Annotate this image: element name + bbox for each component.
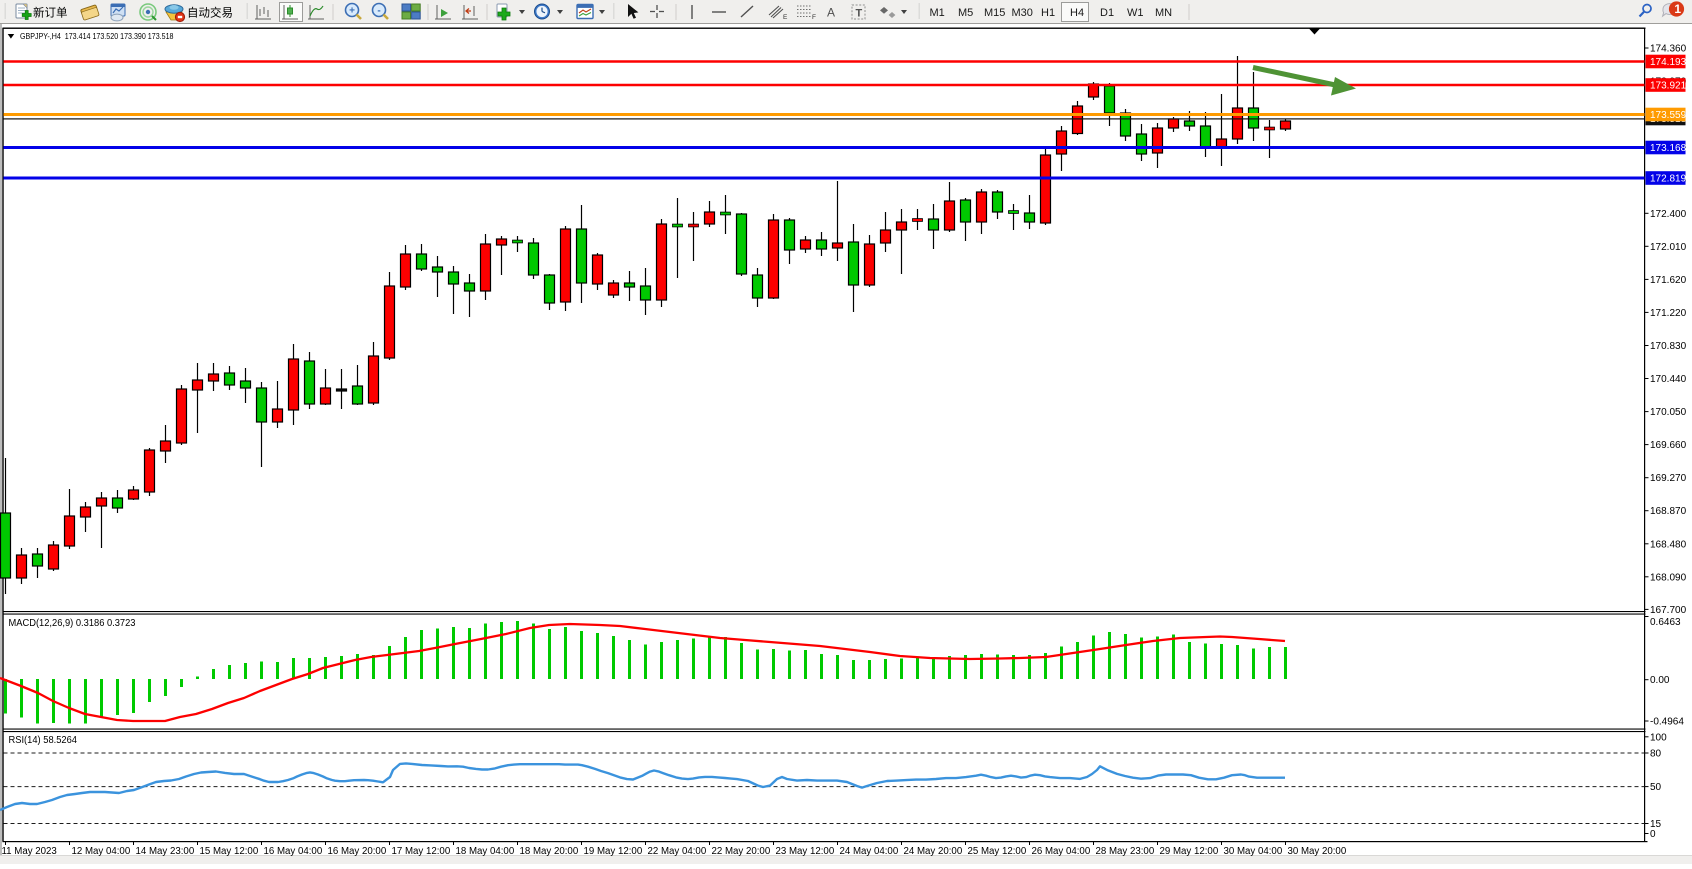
- svg-text:23 May 12:00: 23 May 12:00: [776, 846, 835, 857]
- svg-text:0.00: 0.00: [1650, 675, 1670, 686]
- svg-text:22 May 20:00: 22 May 20:00: [712, 846, 771, 857]
- svg-text:W1: W1: [1127, 7, 1144, 19]
- svg-text:H1: H1: [1041, 7, 1055, 19]
- svg-text:168.480: 168.480: [1650, 539, 1687, 550]
- svg-text:H4: H4: [1070, 7, 1084, 19]
- svg-text:M15: M15: [984, 7, 1005, 19]
- svg-text:T: T: [856, 8, 863, 20]
- svg-text:22 May 04:00: 22 May 04:00: [648, 846, 707, 857]
- svg-text:0.6463: 0.6463: [1650, 617, 1681, 628]
- svg-text:MACD(12,26,9) 0.3186 0.3723: MACD(12,26,9) 0.3186 0.3723: [9, 618, 136, 629]
- svg-text:19 May 12:00: 19 May 12:00: [584, 846, 643, 857]
- svg-text:D1: D1: [1100, 7, 1114, 19]
- svg-text:174.360: 174.360: [1650, 44, 1687, 55]
- svg-text:11 May 2023: 11 May 2023: [2, 846, 57, 857]
- svg-text:173.559: 173.559: [1650, 110, 1687, 121]
- svg-text:18 May 04:00: 18 May 04:00: [456, 846, 515, 857]
- svg-text:M5: M5: [958, 7, 973, 19]
- svg-text:MN: MN: [1155, 7, 1172, 19]
- svg-text:15 May 12:00: 15 May 12:00: [200, 846, 259, 857]
- svg-text:RSI(14) 58.5264: RSI(14) 58.5264: [9, 735, 78, 746]
- svg-text:170.830: 170.830: [1650, 341, 1687, 352]
- svg-text:174.193: 174.193: [1650, 57, 1687, 68]
- svg-text:24 May 20:00: 24 May 20:00: [904, 846, 963, 857]
- svg-text:0: 0: [1650, 829, 1656, 840]
- svg-text:167.700: 167.700: [1650, 605, 1687, 616]
- svg-text:169.660: 169.660: [1650, 440, 1687, 451]
- svg-text:GBPJPY-,H4 173.414 173.520 17: GBPJPY-,H4 173.414 173.520 173.390 173.5…: [20, 31, 174, 41]
- svg-text:100: 100: [1650, 732, 1667, 743]
- svg-text:17 May 12:00: 17 May 12:00: [392, 846, 451, 857]
- svg-text:173.168: 173.168: [1650, 143, 1687, 154]
- svg-text:173.921: 173.921: [1650, 81, 1687, 92]
- svg-text:171.620: 171.620: [1650, 275, 1687, 286]
- svg-text:168.870: 168.870: [1650, 506, 1687, 517]
- svg-text:28 May 23:00: 28 May 23:00: [1096, 846, 1155, 857]
- svg-text:12 May 04:00: 12 May 04:00: [72, 846, 131, 857]
- svg-text:F: F: [812, 14, 816, 21]
- svg-text:80: 80: [1650, 749, 1662, 760]
- svg-text:171.220: 171.220: [1650, 308, 1687, 319]
- svg-text:-: -: [377, 6, 380, 17]
- svg-text:26 May 04:00: 26 May 04:00: [1032, 846, 1091, 857]
- svg-text:18 May 20:00: 18 May 20:00: [520, 846, 579, 857]
- svg-text:M1: M1: [930, 7, 945, 19]
- svg-text:172.010: 172.010: [1650, 242, 1687, 253]
- svg-text:170.440: 170.440: [1650, 374, 1687, 385]
- svg-text:168.090: 168.090: [1650, 572, 1687, 583]
- svg-text:25 May 12:00: 25 May 12:00: [968, 846, 1027, 857]
- svg-text:29 May 12:00: 29 May 12:00: [1160, 846, 1219, 857]
- svg-text:15: 15: [1650, 819, 1662, 830]
- svg-text:新订单: 新订单: [33, 6, 68, 20]
- svg-text:E: E: [783, 14, 788, 21]
- svg-text:-0.4964: -0.4964: [1650, 717, 1684, 728]
- svg-text:172.400: 172.400: [1650, 209, 1687, 220]
- svg-text:50: 50: [1650, 782, 1662, 793]
- svg-text:A: A: [827, 6, 835, 20]
- svg-text:1: 1: [1674, 2, 1681, 16]
- svg-text:+: +: [349, 6, 355, 17]
- svg-text:30 May 20:00: 30 May 20:00: [1288, 846, 1347, 857]
- svg-text:16 May 20:00: 16 May 20:00: [328, 846, 387, 857]
- svg-text:169.270: 169.270: [1650, 473, 1687, 484]
- svg-text:30 May 04:00: 30 May 04:00: [1224, 846, 1283, 857]
- svg-text:24 May 04:00: 24 May 04:00: [840, 846, 899, 857]
- svg-text:170.050: 170.050: [1650, 407, 1687, 418]
- svg-text:M30: M30: [1012, 7, 1033, 19]
- svg-text:16 May 04:00: 16 May 04:00: [264, 846, 323, 857]
- svg-text:14 May 23:00: 14 May 23:00: [136, 846, 195, 857]
- svg-text:自动交易: 自动交易: [187, 6, 233, 20]
- svg-text:172.819: 172.819: [1650, 174, 1687, 185]
